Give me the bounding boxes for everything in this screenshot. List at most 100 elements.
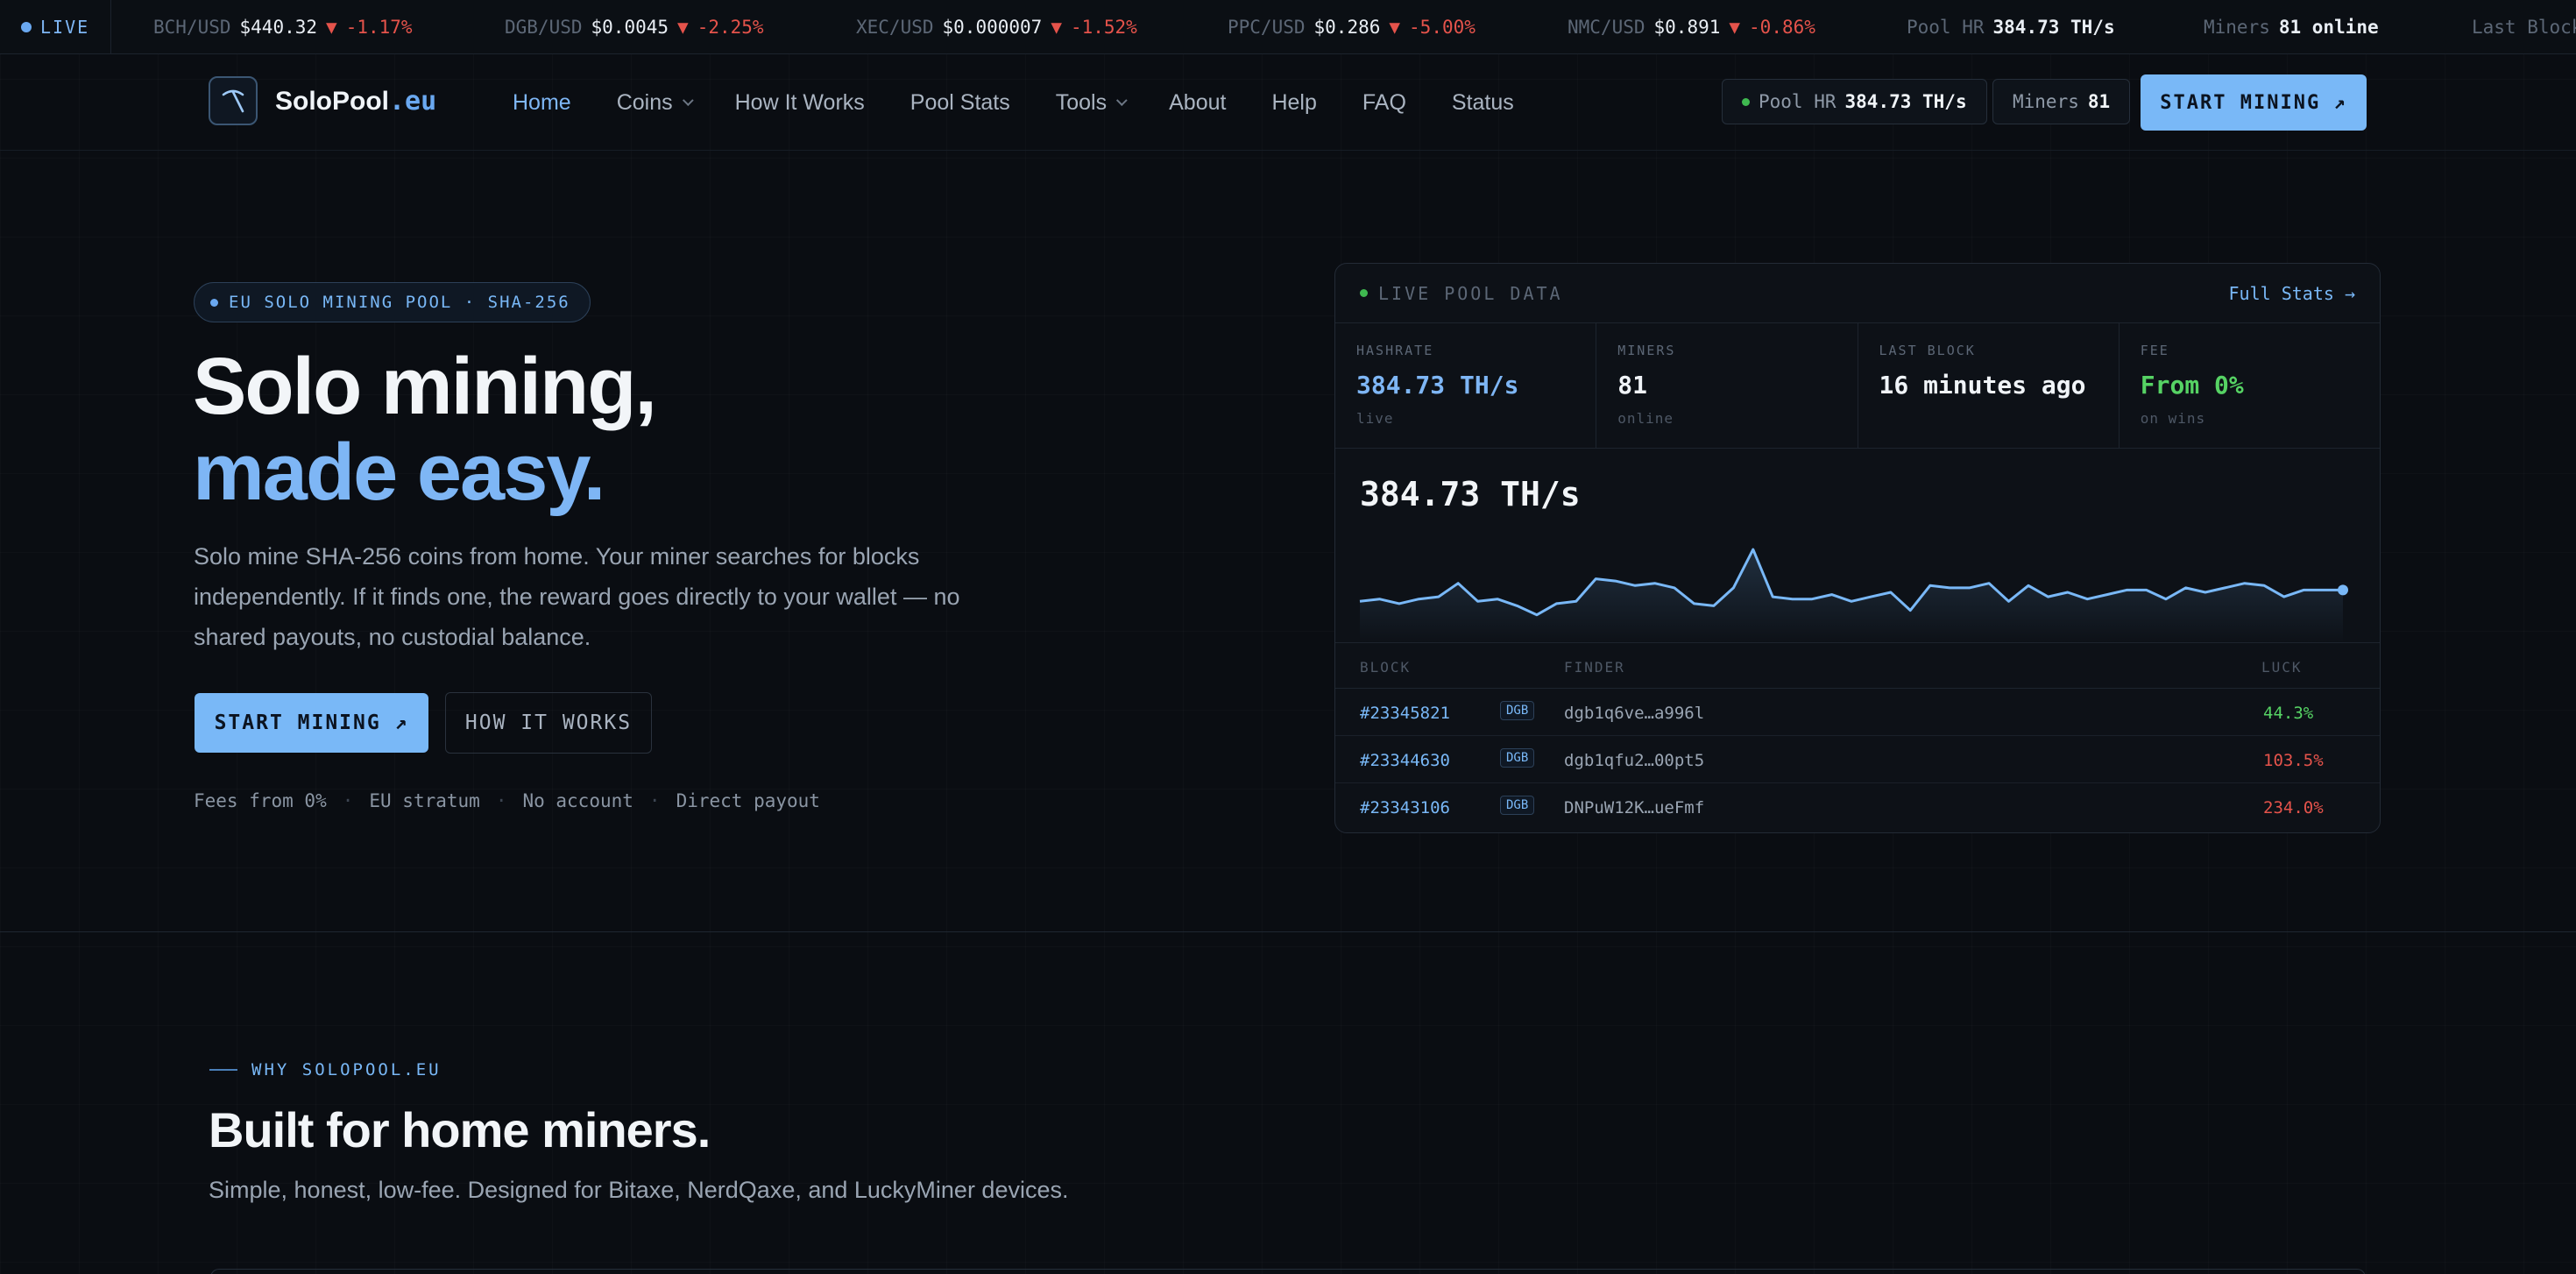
how-it-works-button[interactable]: HOW IT WORKS: [445, 692, 652, 754]
nav-links: Home Coins How It Works Pool Stats Tools…: [513, 54, 1514, 151]
nav-home[interactable]: Home: [513, 89, 571, 115]
live-label: LIVE: [40, 16, 90, 38]
ticker-pair: BCH/USD: [153, 17, 231, 38]
stat-value: From 0%: [2140, 371, 2244, 400]
nav-faq[interactable]: FAQ: [1362, 89, 1406, 115]
panel-title: LIVE POOL DATA: [1360, 283, 1563, 304]
hashrate-chart: 384.73 TH/s: [1335, 449, 2380, 643]
block-number[interactable]: #23343106: [1360, 798, 1450, 817]
nav-coins[interactable]: Coins: [616, 89, 694, 116]
block-number[interactable]: #23345821: [1360, 704, 1450, 723]
stats-row: HASHRATE 384.73 TH/s live MINERS 81 onli…: [1335, 323, 2380, 449]
meta-separator: ·: [648, 790, 661, 811]
ticker-last-block: Last Block: [2472, 0, 2576, 53]
meta-separator: ·: [495, 790, 507, 811]
miners-label: Miners: [2013, 91, 2079, 112]
ticker-item-dgb: DGB/USD $0.0045 ▼ -2.25%: [505, 0, 764, 53]
ticker-price: $0.891: [1653, 17, 1721, 38]
pickaxe-icon: [209, 76, 258, 125]
nav-how-it-works[interactable]: How It Works: [734, 89, 865, 115]
start-mining-button[interactable]: START MINING ↗: [2141, 74, 2367, 131]
ticker-pair: DGB/USD: [505, 17, 583, 38]
eyebrow-line: [209, 1069, 237, 1071]
ticker-change: -1.17%: [345, 17, 413, 38]
coin-tag: DGB: [1500, 796, 1535, 815]
ticker-pool-hr-label: Pool HR: [1907, 17, 1985, 38]
block-number[interactable]: #23344630: [1360, 751, 1450, 770]
why-title: Built for home miners.: [209, 1102, 711, 1157]
meta-item: EU stratum: [369, 790, 480, 811]
ticker-price: $0.286: [1313, 17, 1381, 38]
full-stats-link[interactable]: Full Stats →: [2228, 282, 2356, 304]
feature-card-edge: [210, 1269, 2366, 1274]
stat-value: 81: [1617, 371, 1647, 400]
block-row[interactable]: #23345821 DGB dgb1q6ve…a996l 44.3%: [1335, 689, 2380, 736]
stat-label: HASHRATE: [1356, 343, 1434, 358]
live-badge: LIVE: [0, 0, 112, 53]
hero-start-mining-button[interactable]: START MINING ↗: [195, 693, 428, 753]
ticker-change: -0.86%: [1749, 17, 1815, 38]
live-dot-icon: [21, 21, 32, 32]
nav-coins-label: Coins: [616, 89, 673, 115]
hero-title-line2: made easy.: [193, 428, 605, 517]
block-luck: 234.0%: [2263, 798, 2324, 817]
ticker-pool-hr-value: 384.73 TH/s: [1992, 17, 2115, 38]
stat-value: 384.73 TH/s: [1356, 371, 1519, 400]
ticker-item-xec: XEC/USD $0.000007 ▼ -1.52%: [856, 0, 1137, 53]
block-finder: dgb1q6ve…a996l: [1564, 704, 1705, 723]
stat-miners: MINERS 81 online: [1596, 323, 1858, 448]
nav-about[interactable]: About: [1169, 89, 1227, 115]
nav-status[interactable]: Status: [1451, 89, 1514, 115]
why-description: Simple, honest, low-fee. Designed for Bi…: [209, 1177, 1069, 1203]
why-eyebrow: WHY SOLOPOOL.EU: [209, 1060, 442, 1079]
coin-tag: DGB: [1500, 748, 1535, 768]
hero-badge: EU SOLO MINING POOL · SHA-256: [194, 282, 591, 322]
stat-value: 16 minutes ago: [1879, 371, 2086, 400]
stat-fee: FEE From 0% on wins: [2120, 323, 2380, 448]
status-dot-icon: [1742, 97, 1750, 106]
ticker-last-block-label: Last Block: [2472, 17, 2576, 38]
logo[interactable]: SoloPool.eu: [209, 76, 436, 125]
stat-sub: on wins: [2140, 410, 2206, 427]
hero-description: Solo mine SHA-256 coins from home. Your …: [194, 543, 960, 650]
live-pool-panel: LIVE POOL DATA Full Stats → HASHRATE 384…: [1334, 263, 2381, 833]
down-arrow-icon: ▼: [326, 17, 337, 38]
ticker-price: $0.000007: [942, 17, 1043, 38]
pool-hr-pill: Pool HR 384.73 TH/s: [1722, 79, 1987, 124]
miners-value: 81: [2087, 91, 2111, 112]
chart-points: [2338, 584, 2348, 596]
chart-series-line: [1359, 548, 2343, 617]
ticker-pair: XEC/USD: [856, 17, 934, 38]
logo-tld: .eu: [389, 85, 437, 117]
stat-sub: live: [1356, 410, 1394, 427]
ticker-price: $0.0045: [591, 17, 669, 38]
col-luck: LUCK: [2261, 659, 2303, 676]
logo-text: SoloPool.eu: [275, 86, 436, 117]
coin-tag: DGB: [1500, 701, 1535, 720]
nav-pool-stats[interactable]: Pool Stats: [909, 89, 1010, 115]
ticker-miners: Miners 81 online: [2204, 0, 2379, 53]
ticker-miners-value: 81 online: [2278, 17, 2379, 38]
block-row[interactable]: #23343106 DGB DNPuW12K…ueFmf 234.0%: [1335, 783, 2380, 831]
block-luck: 103.5%: [2263, 751, 2324, 770]
badge-dot-icon: [210, 298, 218, 307]
price-ticker: LIVE BCH/USD $440.32 ▼ -1.17% DGB/USD $0…: [0, 0, 2576, 54]
down-arrow-icon: ▼: [677, 17, 689, 38]
down-arrow-icon: ▼: [1729, 17, 1741, 38]
hero-badge-text: EU SOLO MINING POOL · SHA-256: [229, 293, 570, 312]
nav-tools-label: Tools: [1055, 89, 1108, 115]
ticker-item-nmc: NMC/USD $0.891 ▼ -0.86%: [1568, 0, 1815, 53]
meta-item: Direct payout: [676, 790, 820, 811]
hero-title: Solo mining, made easy.: [193, 342, 657, 517]
ticker-pair: NMC/USD: [1568, 17, 1645, 38]
block-luck: 44.3%: [2263, 704, 2314, 723]
stat-label: FEE: [2140, 343, 2169, 358]
nav-help[interactable]: Help: [1271, 89, 1317, 115]
ticker-item-bch: BCH/USD $440.32 ▼ -1.17%: [153, 0, 413, 53]
col-finder: FINDER: [1564, 659, 1625, 676]
why-eyebrow-text: WHY SOLOPOOL.EU: [251, 1060, 442, 1079]
miners-pill: Miners 81: [1992, 79, 2131, 124]
nav-tools[interactable]: Tools: [1055, 89, 1128, 116]
block-row[interactable]: #23344630 DGB dgb1qfu2…00pt5 103.5%: [1335, 736, 2380, 783]
hero-title-line1: Solo mining,: [193, 342, 657, 431]
